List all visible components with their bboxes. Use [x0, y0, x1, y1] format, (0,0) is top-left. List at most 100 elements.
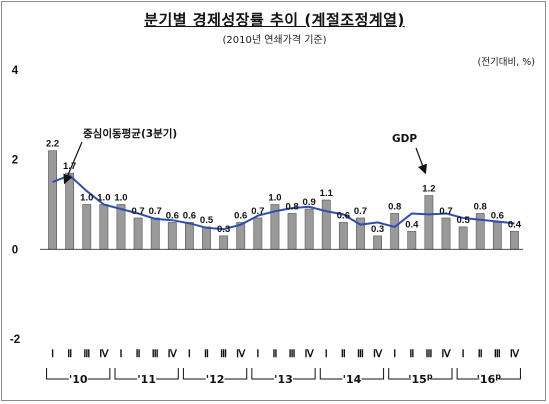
quarter-label-7: Ⅳ [168, 349, 178, 360]
quarter-label-24: Ⅰ [462, 349, 465, 360]
year-label-suffix-5: p [427, 372, 433, 381]
quarter-label-19: Ⅳ [373, 349, 383, 360]
data-label-12: 0.7 [251, 206, 264, 217]
annotation-gdp-arrow [415, 147, 427, 175]
bar-21 [407, 231, 417, 250]
quarter-label-3: Ⅳ [99, 349, 109, 360]
bar-9 [202, 226, 211, 250]
quarter-label-16: Ⅰ [325, 349, 328, 360]
bar-27 [510, 231, 519, 250]
data-label-13: 1.0 [268, 193, 281, 204]
data-label-1: 1.7 [63, 161, 76, 172]
year-label-1: '11 [137, 373, 156, 386]
quarter-label-17: Ⅱ [341, 349, 346, 360]
year-bracket-left-4 [319, 368, 343, 380]
quarter-label-5: Ⅱ [136, 349, 141, 360]
bar-15 [304, 208, 314, 250]
data-label-21: 0.4 [405, 219, 419, 230]
year-bracket-right-5 [429, 368, 453, 380]
bar-7 [167, 222, 177, 250]
data-label-24: 0.5 [457, 215, 471, 226]
axis-layer: 420-2Ⅰ Ⅱ Ⅲ Ⅳ Ⅰ Ⅱ Ⅲ Ⅳ Ⅰ Ⅱ Ⅲ Ⅳ Ⅰ Ⅱ Ⅲ Ⅳ Ⅰ Ⅱ Ⅲ Ⅳ Ⅰ Ⅱ Ⅲ Ⅳ Ⅰ Ⅱ Ⅲ Ⅳ'10'11 '… [10, 65, 523, 386]
year-bracket-right-6 [498, 368, 521, 380]
quarter-label-1: Ⅱ [67, 349, 72, 360]
year-bracket-right-4 [361, 368, 385, 380]
data-label-3: 1.0 [97, 193, 110, 204]
bar-24 [458, 226, 468, 250]
quarter-label-11: Ⅳ [236, 349, 246, 360]
bar-23 [441, 217, 451, 250]
year-label-2: '12 [206, 373, 225, 386]
annotation-moving-average-arrow [63, 141, 83, 185]
bar-10 [219, 235, 229, 250]
bar-20 [390, 213, 400, 250]
data-label-0: 2.2 [46, 139, 59, 150]
year-bracket-right-0 [87, 368, 111, 380]
chart-subtitle: (2010년 연쇄가격 기준) [222, 35, 327, 46]
data-label-2: 1.0 [80, 193, 93, 204]
bar-19 [373, 235, 382, 250]
data-label-5: 0.7 [131, 206, 144, 217]
data-label-4: 1.0 [114, 193, 127, 204]
bar-3 [99, 204, 109, 250]
quarter-label-4: Ⅰ [120, 349, 123, 360]
quarter-label-25: Ⅱ [478, 349, 483, 360]
quarter-label-10: Ⅲ [220, 349, 227, 360]
bar-5 [133, 217, 143, 250]
quarter-label-26: Ⅲ [494, 349, 501, 360]
y-tick-label: 0 [12, 244, 18, 256]
quarter-label-9: Ⅱ [204, 349, 209, 360]
year-bracket-left-6 [456, 368, 480, 380]
data-label-16: 1.1 [320, 188, 334, 199]
quarter-label-2: Ⅲ [83, 349, 90, 360]
data-label-14: 0.8 [285, 201, 298, 212]
bar-11 [236, 222, 246, 250]
line-layer [52, 174, 515, 231]
quarter-label-22: Ⅲ [425, 349, 432, 360]
data-label-8: 0.6 [183, 210, 196, 221]
year-label-0: '10 [69, 373, 88, 386]
bar-26 [492, 222, 502, 250]
data-label-17: 0.6 [337, 210, 350, 221]
bar-17 [338, 222, 348, 250]
year-label-suffix-6: p [495, 372, 501, 381]
year-bracket-left-3 [251, 368, 275, 380]
year-bracket-left-5 [388, 368, 411, 380]
bar-22 [424, 195, 434, 250]
y-tick-label: 4 [12, 65, 19, 77]
year-bracket-left-0 [46, 368, 69, 380]
data-label-11: 0.6 [234, 210, 247, 221]
quarter-label-0: Ⅰ [51, 349, 54, 360]
year-bracket-left-1 [114, 368, 138, 380]
bar-16 [321, 199, 331, 250]
year-bracket-left-2 [182, 368, 206, 380]
quarter-label-18: Ⅲ [357, 349, 364, 360]
data-label-23: 0.7 [439, 206, 452, 217]
year-label-6: '16p [477, 372, 502, 386]
data-label-25: 0.8 [474, 201, 487, 212]
year-label-4: '14 [343, 373, 362, 386]
bar-4 [116, 204, 126, 250]
data-label-19: 0.3 [371, 224, 384, 235]
quarter-label-20: Ⅰ [393, 349, 396, 360]
bar-1 [65, 172, 75, 250]
annotation-moving-average: 중심이동평균(3분기) [83, 127, 177, 140]
data-label-7: 0.6 [166, 210, 179, 221]
data-label-27: 0.4 [508, 219, 522, 230]
bar-6 [150, 217, 160, 250]
year-bracket-right-1 [156, 368, 179, 380]
bar-0 [48, 150, 57, 250]
bar-12 [253, 217, 263, 250]
quarter-label-21: Ⅱ [409, 349, 414, 360]
bar-2 [82, 204, 92, 250]
quarter-label-6: Ⅲ [152, 349, 159, 360]
year-label-5: '15p [408, 372, 433, 386]
quarter-label-23: Ⅳ [441, 349, 451, 360]
quarter-label-27: Ⅳ [510, 349, 520, 360]
data-label-6: 0.7 [149, 206, 162, 217]
labels-layer: 2.2 1.7 1.0 1.0 1.0 0.7 0.7 0.6 0.6 0.5 0.3 0.6 0.7 1… [46, 127, 522, 235]
quarter-label-15: Ⅳ [305, 349, 315, 360]
year-label-3: '13 [274, 373, 293, 386]
